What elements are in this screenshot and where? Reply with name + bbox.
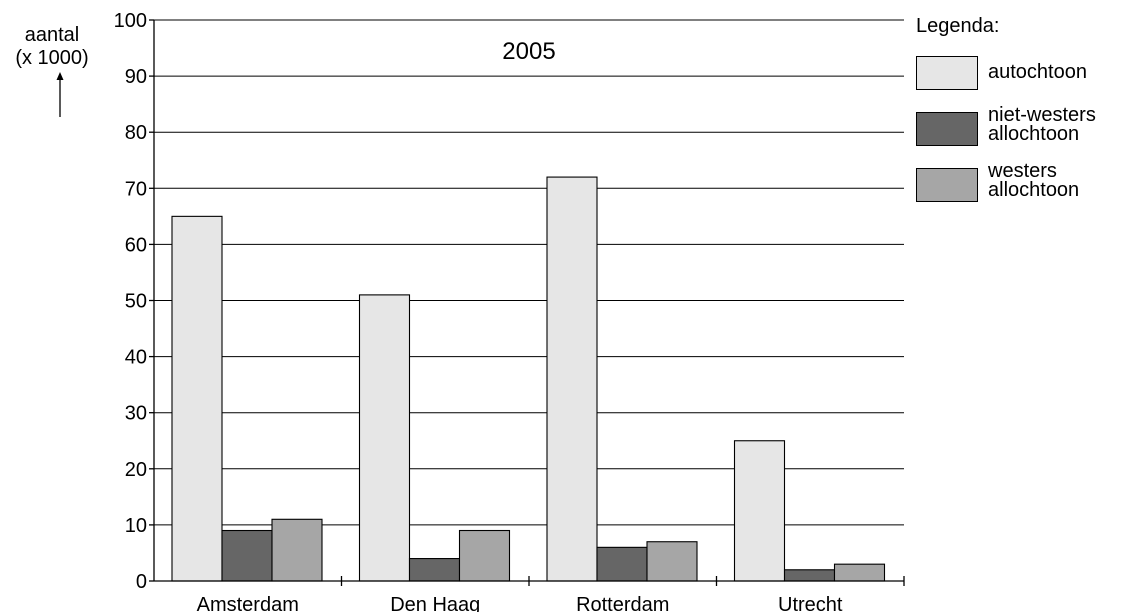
bar: [358, 294, 411, 582]
legend-item: westers allochtoon: [916, 160, 1116, 218]
legend-swatch: [916, 112, 978, 146]
y-tick-label: 60: [125, 234, 147, 256]
y-tick-label: 20: [125, 459, 147, 481]
y-tick-label: 10: [125, 515, 147, 537]
bar: [271, 518, 323, 582]
x-tick-label: Amsterdam: [197, 594, 299, 612]
bar: [458, 529, 511, 582]
legend-item: niet-westers allochtoon: [916, 104, 1116, 162]
y-tick-label: 80: [125, 122, 147, 144]
bar: [546, 176, 598, 582]
legend-title: Legenda:: [916, 15, 1000, 37]
bar: [221, 529, 273, 582]
y-tick-label: 50: [125, 291, 147, 313]
y-tick-label: 70: [125, 178, 147, 200]
up-arrow-icon: [56, 72, 64, 117]
bar: [171, 215, 223, 582]
bar: [833, 563, 886, 582]
bar: [408, 558, 461, 582]
bar: [596, 546, 648, 582]
chart-title: 2005: [502, 38, 555, 65]
legend-item: autochtoon: [916, 50, 1116, 106]
y-tick-label: 100: [114, 10, 147, 32]
x-tick-label: Rotterdam: [576, 594, 669, 612]
legend-label: autochtoon: [988, 61, 1087, 83]
legend-label: westers allochtoon: [988, 160, 1080, 201]
bar: [783, 569, 836, 582]
legend: Legenda: autochtoon niet-westers allochto…: [916, 14, 1116, 218]
y-tick-label: 0: [136, 571, 147, 593]
bar-chart: 0 10 20 30 40 50 60 70 80 90 100 2005 Amsterdam Den H…: [114, 10, 905, 612]
legend-swatch: [916, 168, 978, 202]
x-tick-label: Utrecht: [778, 594, 843, 612]
y-tick-label: 30: [125, 403, 147, 425]
y-tick-label: 90: [125, 66, 147, 88]
y-tick-label: 40: [125, 347, 147, 369]
bar: [646, 541, 698, 582]
legend-label: niet-westers allochtoon: [988, 104, 1096, 145]
bar: [733, 440, 786, 582]
y-axis-label: aantal (x 1000): [15, 24, 89, 69]
x-tick-label: Den Haag: [390, 594, 480, 612]
legend-swatch: [916, 56, 978, 90]
